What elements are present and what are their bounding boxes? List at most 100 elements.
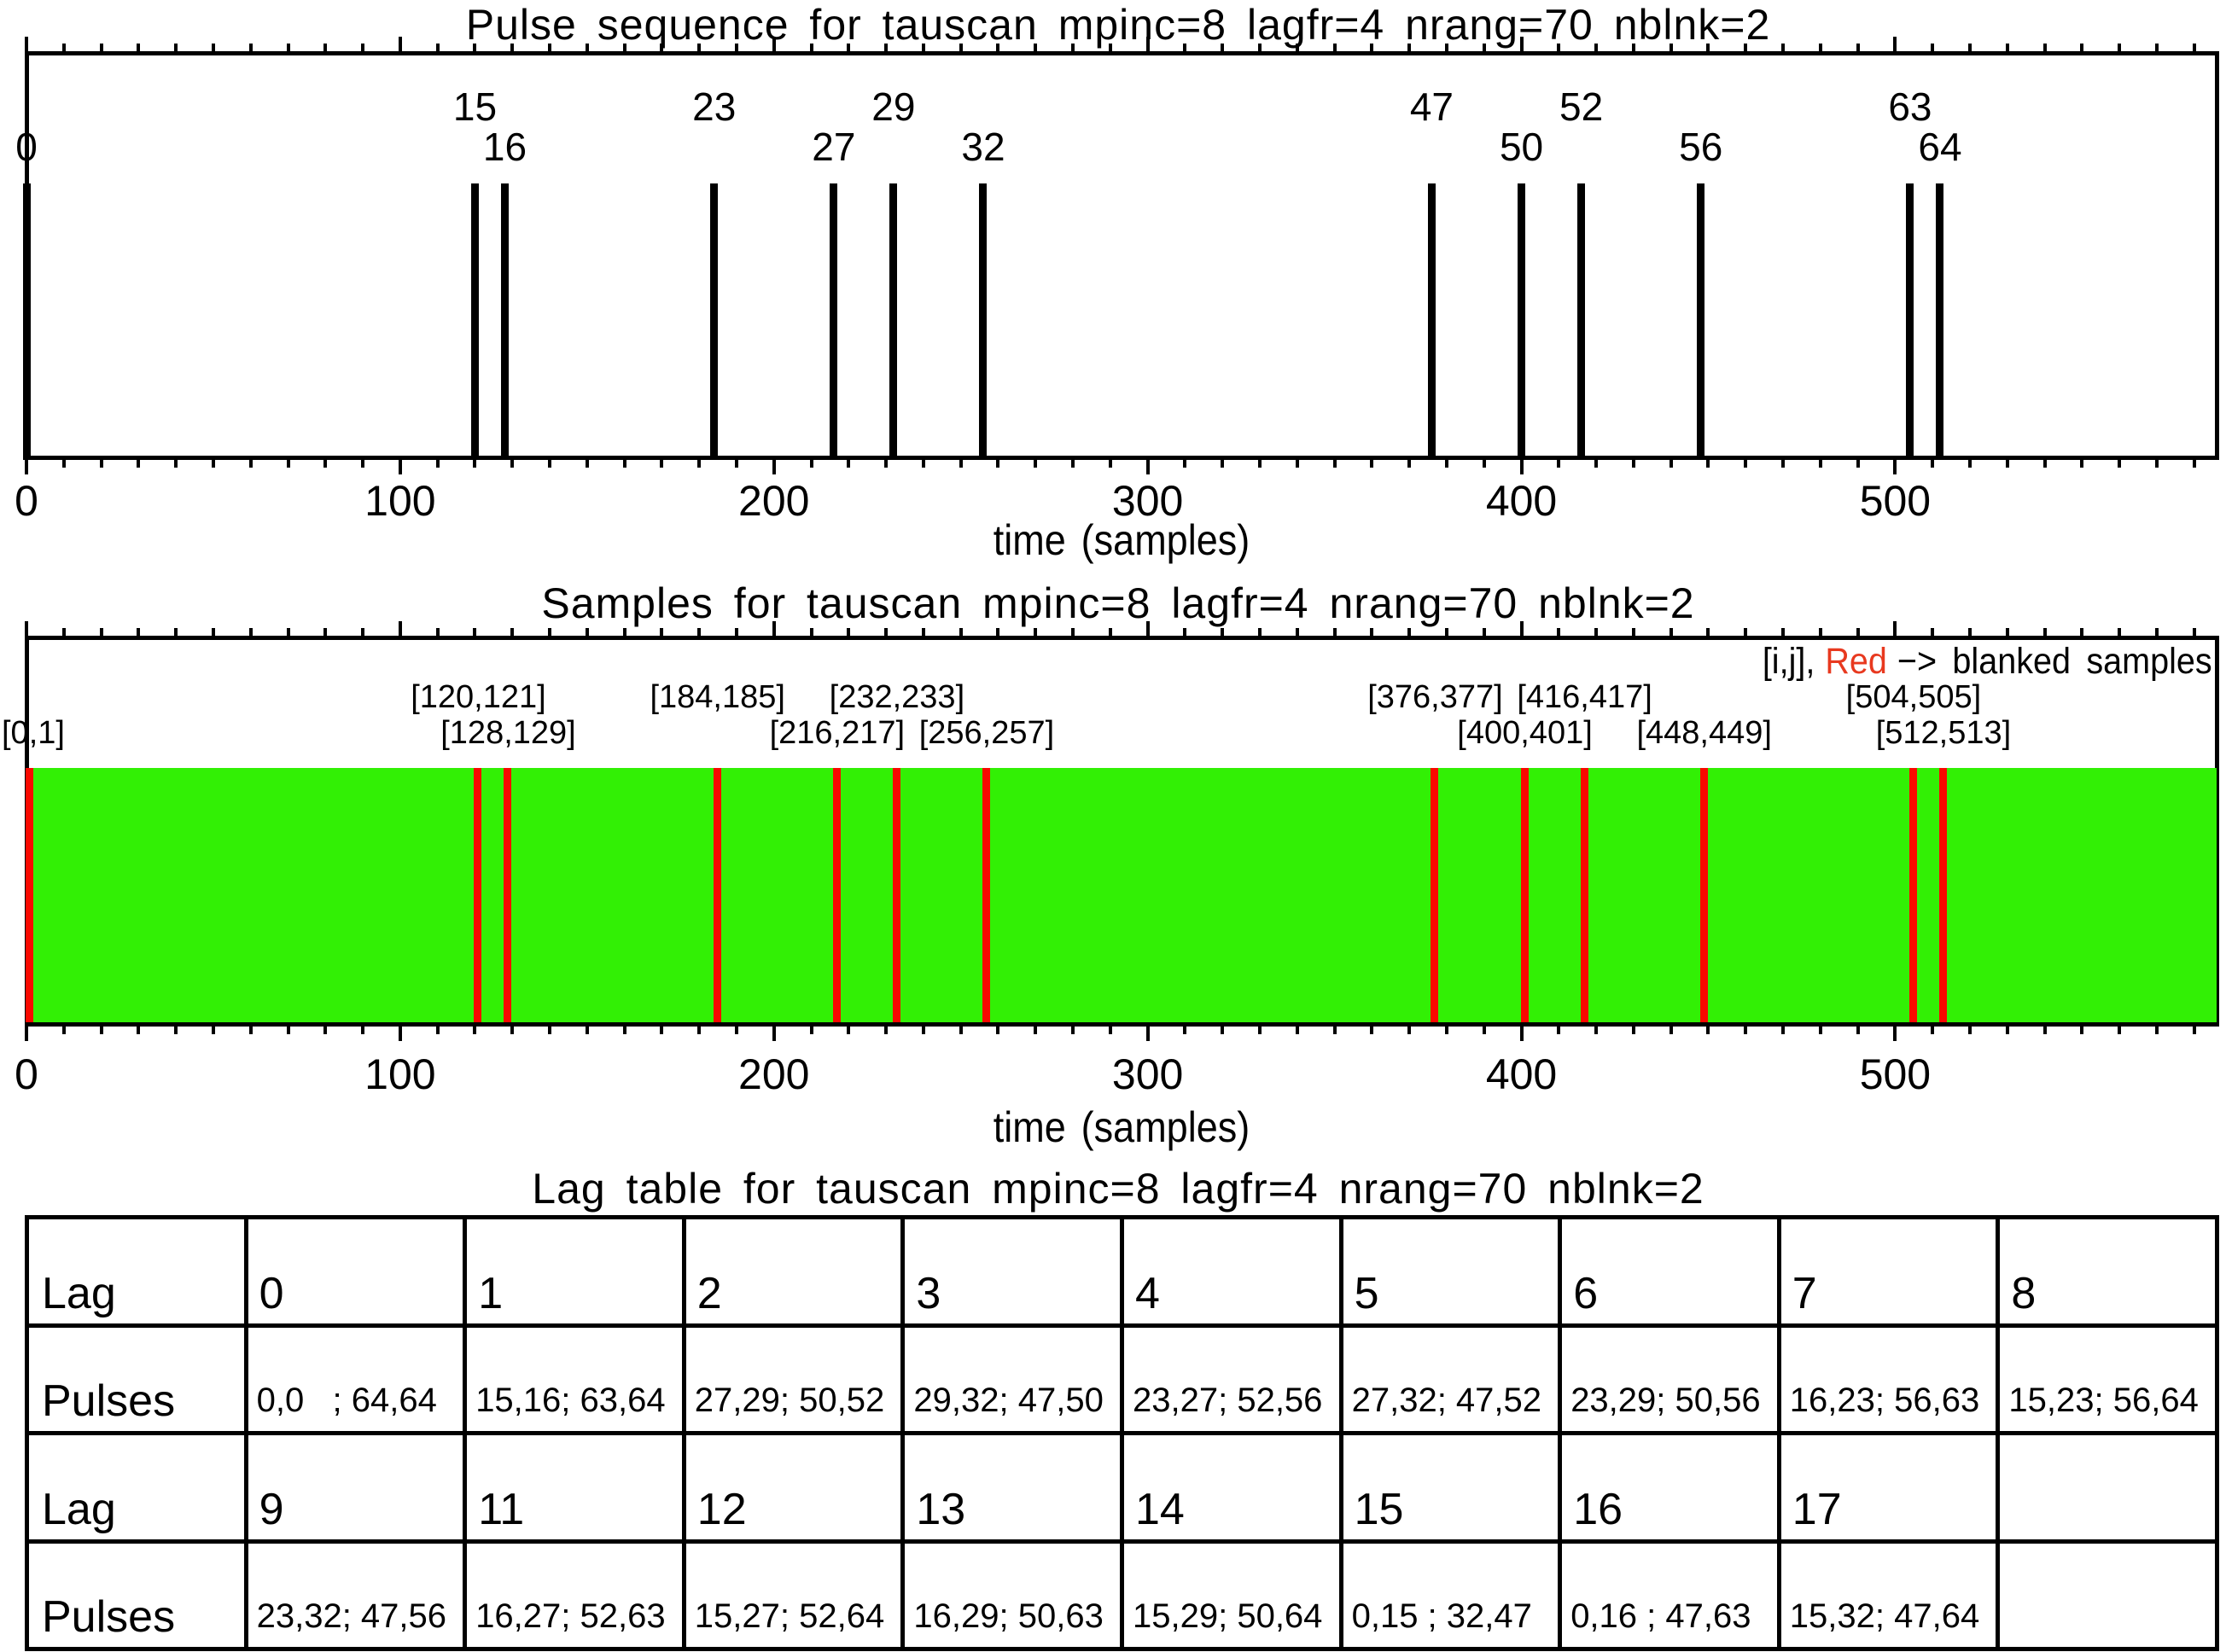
axis-tick — [361, 628, 365, 636]
axis-tick — [921, 460, 925, 468]
axis-tick — [1145, 1027, 1150, 1041]
axis-tick — [1145, 460, 1150, 474]
axis-tick — [548, 1027, 552, 1034]
pulse-line — [1906, 183, 1914, 460]
axis-tick — [1781, 628, 1786, 636]
axis-tick — [809, 44, 813, 51]
axis-tick — [1594, 44, 1599, 51]
axis-tick — [1071, 460, 1075, 468]
axis-tick — [2192, 44, 2196, 51]
lag-table-header-cell: Pulses — [42, 1592, 176, 1642]
axis-tick — [1332, 1027, 1337, 1034]
axis-tick — [996, 628, 1000, 636]
axis-tick — [1407, 460, 1412, 468]
axis-tick-label: 400 — [1485, 1050, 1558, 1098]
axis-tick — [137, 44, 141, 51]
axis-tick — [2042, 628, 2047, 636]
axis-tick — [622, 1027, 626, 1034]
axis-tick — [2080, 460, 2084, 468]
axis-tick — [174, 628, 178, 636]
lag-table-lag-cell: 8 — [2011, 1268, 2037, 1318]
blanked-sample-line — [713, 768, 721, 1022]
axis-tick — [211, 1027, 215, 1034]
axis-tick — [99, 460, 103, 468]
lag-table-lag-cell: 14 — [1135, 1484, 1185, 1534]
axis-tick — [1557, 460, 1561, 468]
axis-tick — [1594, 628, 1599, 636]
axis-tick — [1967, 628, 1972, 636]
axis-tick — [585, 1027, 589, 1034]
pulse-line — [1427, 183, 1436, 460]
axis-tick — [1221, 1027, 1225, 1034]
lag-table-grid-line — [900, 1215, 906, 1651]
axis-tick — [1818, 1027, 1822, 1034]
axis-tick — [1108, 1027, 1112, 1034]
axis-tick — [622, 44, 626, 51]
axis-tick — [510, 628, 515, 636]
axis-tick — [959, 44, 963, 51]
axis-tick — [809, 460, 813, 468]
axis-tick-label: 0 — [15, 1050, 38, 1098]
axis-tick — [1781, 460, 1786, 468]
axis-tick — [884, 460, 889, 468]
blanked-sample-label: [216,217] — [769, 715, 906, 751]
axis-tick — [847, 44, 851, 51]
axis-tick — [622, 460, 626, 468]
axis-tick — [847, 460, 851, 468]
lag-table-grid-line — [463, 1215, 468, 1651]
axis-tick — [2080, 628, 2084, 636]
axis-line — [25, 51, 2218, 55]
lag-table-grid-line — [1120, 1215, 1124, 1651]
pulse-number-label: 63 — [1888, 84, 1932, 129]
lag-table-pulses-cell: 16,23; 56,63 — [1789, 1382, 1980, 1419]
axis-tick — [1931, 628, 1935, 636]
axis-tick — [660, 628, 664, 636]
axis-tick — [1034, 44, 1038, 51]
axis-tick — [435, 44, 440, 51]
axis-tick — [1295, 1027, 1299, 1034]
axis-tick — [2154, 44, 2159, 51]
axis-tick — [510, 460, 515, 468]
pulse-line — [830, 183, 838, 460]
axis-tick — [1781, 44, 1786, 51]
axis-tick — [473, 44, 477, 51]
pulse-panel-xlabel: time (samples) — [993, 516, 1250, 564]
axis-tick — [772, 460, 776, 474]
axis-tick — [1295, 628, 1299, 636]
axis-tick — [1482, 460, 1486, 468]
axis-tick — [1295, 460, 1299, 468]
lag-table-pulses-cell: 15,23; 56,64 — [2008, 1382, 2199, 1419]
axis-tick — [1370, 44, 1374, 51]
axis-tick — [1258, 44, 1262, 51]
axis-tick — [2005, 628, 2009, 636]
pulse-number-label: 52 — [1559, 84, 1604, 129]
axis-tick — [1034, 460, 1038, 468]
axis-tick — [1931, 1027, 1935, 1034]
blanked-sample-label: [504,505] — [1845, 679, 1982, 715]
axis-tick — [1407, 1027, 1412, 1034]
axis-tick — [1370, 628, 1374, 636]
axis-tick — [921, 44, 925, 51]
samples-panel-xlabel: time (samples) — [993, 1103, 1250, 1151]
samples-panel-title: Samples for tauscan mpinc=8 lagfr=4 nran… — [541, 579, 1695, 627]
axis-tick — [174, 44, 178, 51]
axis-tick — [1444, 628, 1448, 636]
axis-tick — [435, 628, 440, 636]
axis-line — [25, 456, 2218, 460]
axis-tick — [772, 37, 776, 51]
axis-line — [2215, 636, 2219, 1027]
lag-table-header-cell: Lag — [42, 1268, 116, 1318]
axis-tick — [996, 460, 1000, 468]
lag-table-lag-cell: 13 — [916, 1484, 966, 1534]
blanked-sample-line — [1699, 768, 1708, 1022]
axis-tick — [286, 628, 290, 636]
axis-tick — [660, 1027, 664, 1034]
axis-tick — [1931, 44, 1935, 51]
axis-tick — [2118, 460, 2122, 468]
lag-table-pulses-cell: 27,29; 50,52 — [694, 1382, 885, 1419]
blanked-sample-label: [256,257] — [918, 715, 1055, 751]
lag-table-pulses-cell: 16,27; 52,63 — [475, 1597, 666, 1635]
pulse-number-label: 23 — [692, 84, 737, 129]
axis-tick — [1258, 460, 1262, 468]
